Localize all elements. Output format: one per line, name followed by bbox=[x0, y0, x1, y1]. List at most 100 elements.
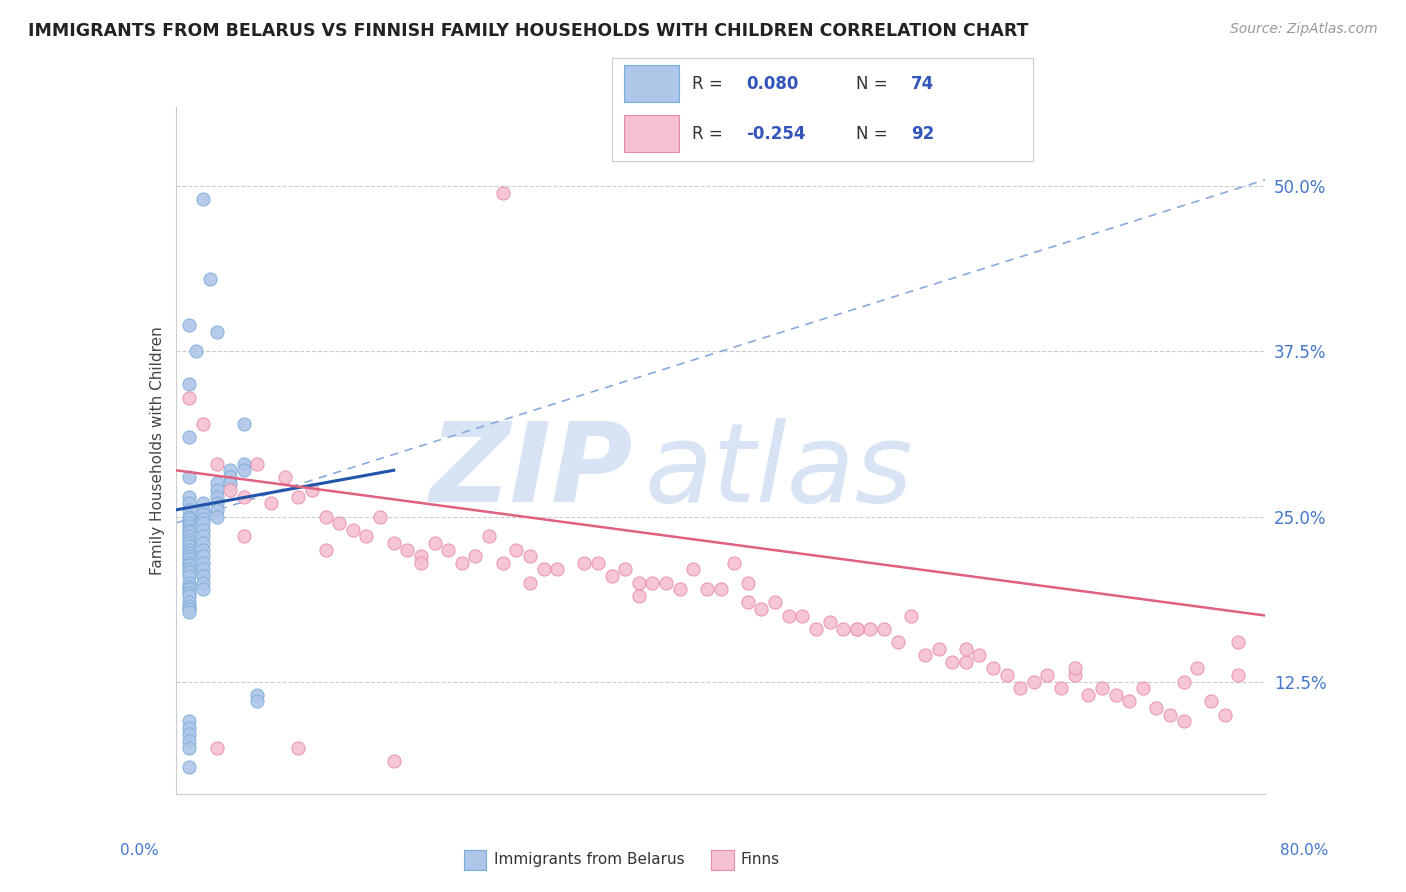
Point bbox=[179, 562, 201, 576]
Text: Finns: Finns bbox=[741, 853, 780, 867]
Point bbox=[179, 569, 201, 583]
Text: 92: 92 bbox=[911, 125, 935, 143]
Point bbox=[205, 476, 228, 491]
Text: ZIP: ZIP bbox=[430, 417, 633, 524]
Point bbox=[342, 523, 364, 537]
Point bbox=[219, 463, 242, 477]
Point bbox=[682, 562, 704, 576]
Bar bbox=[624, 115, 679, 153]
Point bbox=[1144, 701, 1167, 715]
Point bbox=[356, 529, 378, 543]
Text: R =: R = bbox=[692, 75, 728, 93]
Point bbox=[179, 518, 201, 533]
Point bbox=[232, 417, 254, 431]
Point bbox=[179, 525, 201, 540]
Text: N =: N = bbox=[856, 125, 893, 143]
Point bbox=[382, 536, 405, 550]
Point bbox=[205, 496, 228, 510]
Point bbox=[179, 539, 201, 553]
Point bbox=[1227, 668, 1250, 682]
Point bbox=[792, 608, 814, 623]
Point bbox=[205, 740, 228, 755]
Point bbox=[1091, 681, 1114, 696]
Point bbox=[396, 542, 419, 557]
Point bbox=[179, 760, 201, 774]
Point bbox=[900, 608, 922, 623]
Point bbox=[191, 516, 214, 530]
Point bbox=[941, 655, 963, 669]
Point bbox=[179, 582, 201, 596]
Point bbox=[450, 556, 472, 570]
Point bbox=[179, 377, 201, 392]
Point bbox=[763, 595, 786, 609]
Point bbox=[586, 556, 609, 570]
Point bbox=[179, 565, 201, 579]
Point bbox=[191, 569, 214, 583]
Point bbox=[574, 556, 596, 570]
Point bbox=[179, 470, 201, 484]
Point bbox=[1118, 694, 1140, 708]
Point bbox=[232, 463, 254, 477]
Point bbox=[423, 536, 446, 550]
Point bbox=[437, 542, 460, 557]
Point bbox=[179, 529, 201, 543]
Point bbox=[219, 483, 242, 497]
Point bbox=[969, 648, 991, 663]
Point bbox=[519, 575, 541, 590]
Point bbox=[179, 575, 201, 590]
Point bbox=[1173, 674, 1195, 689]
Point bbox=[179, 602, 201, 616]
Point bbox=[179, 523, 201, 537]
Point bbox=[232, 490, 254, 504]
Point bbox=[886, 635, 908, 649]
Point bbox=[179, 727, 201, 741]
Point bbox=[1227, 635, 1250, 649]
Point bbox=[873, 622, 896, 636]
Point bbox=[191, 556, 214, 570]
Point bbox=[1022, 674, 1045, 689]
Point bbox=[492, 556, 515, 570]
Point bbox=[778, 608, 800, 623]
Point bbox=[205, 490, 228, 504]
Point bbox=[246, 688, 269, 702]
Text: 74: 74 bbox=[911, 75, 935, 93]
Point bbox=[179, 509, 201, 524]
Point bbox=[1050, 681, 1073, 696]
Point bbox=[710, 582, 733, 596]
Point bbox=[668, 582, 690, 596]
Point bbox=[191, 562, 214, 576]
Point bbox=[205, 457, 228, 471]
Point bbox=[409, 556, 432, 570]
Point bbox=[818, 615, 841, 630]
Point bbox=[1132, 681, 1154, 696]
Point bbox=[205, 503, 228, 517]
Point bbox=[198, 271, 221, 285]
Point bbox=[696, 582, 718, 596]
Point bbox=[478, 529, 501, 543]
Point bbox=[179, 533, 201, 548]
Point bbox=[845, 622, 868, 636]
Point bbox=[219, 476, 242, 491]
Point bbox=[845, 622, 868, 636]
Point bbox=[287, 490, 309, 504]
Point bbox=[519, 549, 541, 563]
Point bbox=[1213, 707, 1236, 722]
Text: R =: R = bbox=[692, 125, 728, 143]
Point bbox=[832, 622, 855, 636]
Point bbox=[1036, 668, 1059, 682]
Point bbox=[751, 602, 773, 616]
Y-axis label: Family Households with Children: Family Households with Children bbox=[149, 326, 165, 574]
Point bbox=[955, 641, 977, 656]
Text: atlas: atlas bbox=[644, 417, 912, 524]
Text: IMMIGRANTS FROM BELARUS VS FINNISH FAMILY HOUSEHOLDS WITH CHILDREN CORRELATION C: IMMIGRANTS FROM BELARUS VS FINNISH FAMIL… bbox=[28, 22, 1029, 40]
Point bbox=[179, 551, 201, 566]
Point bbox=[179, 599, 201, 614]
Point bbox=[600, 569, 623, 583]
Point bbox=[246, 694, 269, 708]
Point bbox=[1104, 688, 1126, 702]
Point bbox=[1063, 661, 1085, 675]
Point bbox=[641, 575, 664, 590]
Point bbox=[274, 470, 297, 484]
Point bbox=[219, 470, 242, 484]
Point bbox=[179, 556, 201, 570]
